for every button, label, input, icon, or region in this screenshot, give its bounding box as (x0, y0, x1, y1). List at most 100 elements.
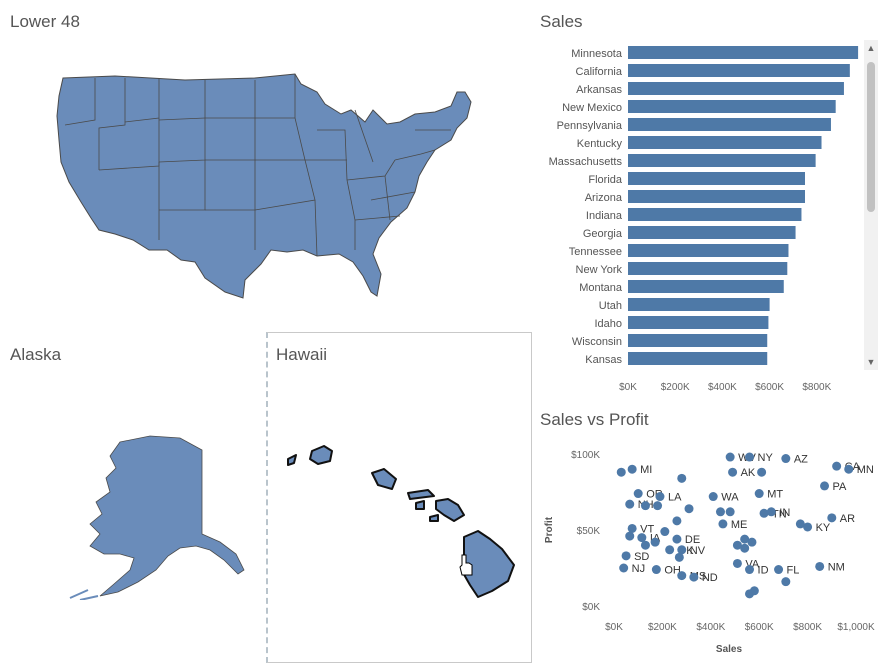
scatter-point[interactable] (766, 507, 776, 517)
scatter-point[interactable] (747, 537, 757, 547)
scatter-point[interactable] (781, 577, 791, 587)
scatter-point[interactable] (653, 501, 663, 511)
scatter-point[interactable] (684, 504, 694, 514)
point-label: MI (640, 464, 652, 476)
scatter-point[interactable] (625, 531, 635, 541)
scroll-thumb[interactable] (867, 62, 875, 212)
point-label: IN (779, 507, 790, 519)
scatter-point[interactable] (660, 527, 670, 537)
kahoolawe-island[interactable] (429, 514, 439, 522)
niihau-island[interactable] (287, 454, 297, 466)
scatter-point[interactable] (827, 513, 837, 523)
x-tick-label: $800K (793, 622, 822, 633)
x-tick-label: $600K (745, 622, 774, 633)
scatter-point[interactable] (625, 499, 635, 509)
kauai-island[interactable] (309, 445, 333, 465)
scatter-point[interactable] (757, 467, 767, 477)
scatter-point[interactable] (759, 508, 769, 518)
sales-bar[interactable] (628, 208, 802, 221)
y-tick-label: $100K (571, 450, 600, 461)
scatter-point[interactable] (621, 551, 631, 561)
scatter-point[interactable] (708, 492, 718, 502)
scatter-point[interactable] (732, 540, 742, 550)
alaska-map[interactable] (60, 430, 250, 600)
sales-bar[interactable] (628, 334, 768, 347)
sales-bar[interactable] (628, 46, 859, 59)
sales-bar[interactable] (628, 280, 784, 293)
scatter-point[interactable] (725, 507, 735, 517)
scatter-point[interactable] (672, 534, 682, 544)
sales-bar[interactable] (628, 190, 805, 203)
sales-bar[interactable] (628, 118, 831, 131)
point-label: OH (664, 565, 681, 577)
sales-vs-profit-scatter[interactable]: $0K $50K $100K $0K $200K $400K $600K $800K $1,00… (534, 440, 879, 662)
sales-bar[interactable] (628, 262, 788, 275)
lanai-island[interactable] (415, 500, 425, 510)
scatter-point[interactable] (616, 467, 626, 477)
scatter-point[interactable] (689, 572, 699, 582)
sales-bar[interactable] (628, 64, 850, 77)
scatter-point[interactable] (640, 501, 650, 511)
sales-bar[interactable] (628, 352, 768, 365)
scatter-point[interactable] (718, 519, 728, 529)
scatter-point[interactable] (725, 452, 735, 462)
maui-island[interactable] (435, 498, 465, 522)
x-tick-label: $400K (708, 382, 737, 393)
lower48-shape[interactable] (56, 73, 472, 299)
molokai-island[interactable] (407, 489, 435, 500)
scatter-point[interactable] (672, 516, 682, 526)
scatter-point[interactable] (844, 464, 854, 474)
scatter-point[interactable] (674, 552, 684, 562)
scatter-point[interactable] (803, 522, 813, 532)
scatter-point[interactable] (745, 452, 755, 462)
scatter-point[interactable] (627, 464, 637, 474)
scatter-point[interactable] (651, 565, 661, 575)
scatter-point[interactable] (745, 589, 755, 599)
sales-bar[interactable] (628, 100, 836, 113)
hawaii-panel[interactable]: Hawaii (266, 332, 532, 663)
sales-bar[interactable] (628, 316, 769, 329)
sales-bar[interactable] (628, 172, 805, 185)
lower48-title: Lower 48 (10, 12, 80, 31)
scatter-point[interactable] (740, 543, 750, 553)
scatter-point[interactable] (732, 558, 742, 568)
scatter-point[interactable] (677, 571, 687, 581)
scatter-point[interactable] (715, 507, 725, 517)
scatter-point[interactable] (640, 540, 650, 550)
scatter-point[interactable] (728, 467, 738, 477)
scatter-point[interactable] (633, 489, 643, 499)
sales-bar[interactable] (628, 226, 796, 239)
scatter-point[interactable] (665, 545, 675, 555)
scatter-point[interactable] (650, 537, 660, 547)
hawaii-map[interactable] (268, 333, 530, 662)
x-tick-label: $200K (648, 622, 677, 633)
scatter-point[interactable] (677, 473, 687, 483)
sales-bar[interactable] (628, 82, 844, 95)
scatter-point[interactable] (619, 563, 629, 573)
lower48-map[interactable] (55, 70, 475, 302)
scatter-point[interactable] (815, 561, 825, 571)
alaska-shape[interactable] (89, 435, 245, 597)
sales-bar[interactable] (628, 154, 816, 167)
scatter-point[interactable] (655, 492, 665, 502)
scatter-point[interactable] (754, 489, 764, 499)
scatter-point[interactable] (677, 545, 687, 555)
sales-scrollbar[interactable]: ▲ ▼ (864, 40, 878, 370)
scatter-point[interactable] (795, 519, 805, 529)
scatter-point[interactable] (627, 523, 637, 533)
scatter-point[interactable] (832, 461, 842, 471)
scatter-point[interactable] (820, 481, 830, 491)
sales-bar-chart[interactable]: Minnesota California Arkansas New Mexico Pen… (534, 40, 864, 400)
bar-category-label: Massachusetts (549, 156, 623, 168)
oahu-island[interactable] (371, 468, 397, 490)
scatter-point[interactable] (740, 534, 750, 544)
scatter-point[interactable] (745, 565, 755, 575)
sales-bar[interactable] (628, 244, 789, 257)
scroll-down-icon[interactable]: ▼ (866, 357, 876, 367)
scatter-point[interactable] (781, 454, 791, 464)
sales-bar[interactable] (628, 136, 822, 149)
sales-bar[interactable] (628, 298, 770, 311)
scatter-point[interactable] (774, 565, 784, 575)
scroll-up-icon[interactable]: ▲ (866, 43, 876, 53)
scatter-point[interactable] (637, 533, 647, 543)
